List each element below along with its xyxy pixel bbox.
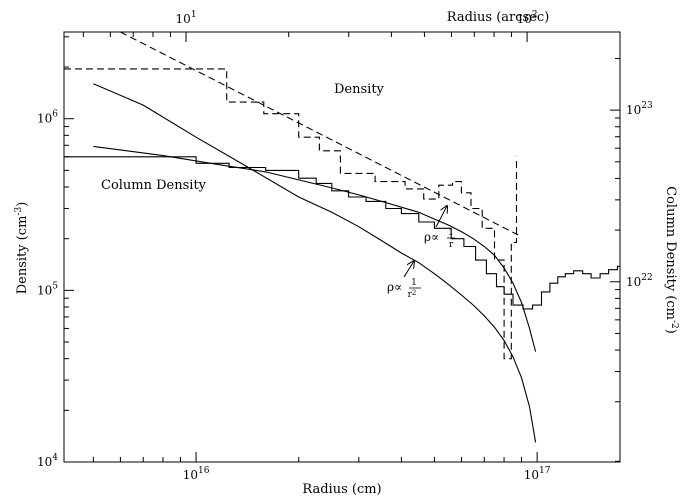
- series-0-dashed-step: [64, 68, 518, 360]
- x-tick-label: 1017: [524, 466, 551, 482]
- x-axis-label: Radius (cm): [302, 482, 381, 497]
- y2-tick-label: 1023: [626, 101, 653, 117]
- y-tick-label: 104: [37, 453, 58, 469]
- density-annotation: Density: [334, 82, 385, 97]
- y-tick-label: 105: [37, 281, 58, 297]
- svg-text:r: r: [449, 240, 454, 250]
- svg-text:ρ∝: ρ∝: [387, 280, 402, 294]
- y-tick-label: 106: [37, 110, 58, 126]
- y2-axis-label: Column Density (cm-2): [663, 186, 679, 334]
- plot-frame: [63, 31, 621, 463]
- x2-axis-label: Radius (arcsec): [447, 10, 550, 25]
- x2-tick-label: 101: [176, 10, 197, 26]
- rho-inverse-r-squared-label: ρ∝ 1 r2: [387, 261, 421, 300]
- y2-tick-label: 1022: [626, 273, 653, 289]
- svg-text:1: 1: [448, 228, 454, 238]
- y-axis-label: Density (cm-3): [14, 202, 30, 295]
- x2-tick-label: 102: [517, 10, 538, 26]
- series-1-dashed: [120, 32, 519, 236]
- svg-text:ρ∝: ρ∝: [424, 230, 439, 244]
- tick-labels: 1016 1017 101 102 104 105 106 1022 1023: [37, 10, 653, 482]
- series-layer: [64, 32, 620, 443]
- svg-text:1: 1: [411, 278, 417, 288]
- minor-ticks: [64, 32, 620, 462]
- rho-inverse-r-label: ρ∝ 1 r: [424, 206, 455, 250]
- column-density-annotation: Column Density: [101, 178, 207, 193]
- x-tick-label: 1016: [183, 466, 210, 482]
- svg-text:r2: r2: [408, 289, 417, 300]
- series-3-solid: [93, 145, 537, 352]
- series-2-solid-step: [64, 156, 620, 310]
- major-ticks: [64, 32, 620, 463]
- series-4-solid: [93, 83, 537, 443]
